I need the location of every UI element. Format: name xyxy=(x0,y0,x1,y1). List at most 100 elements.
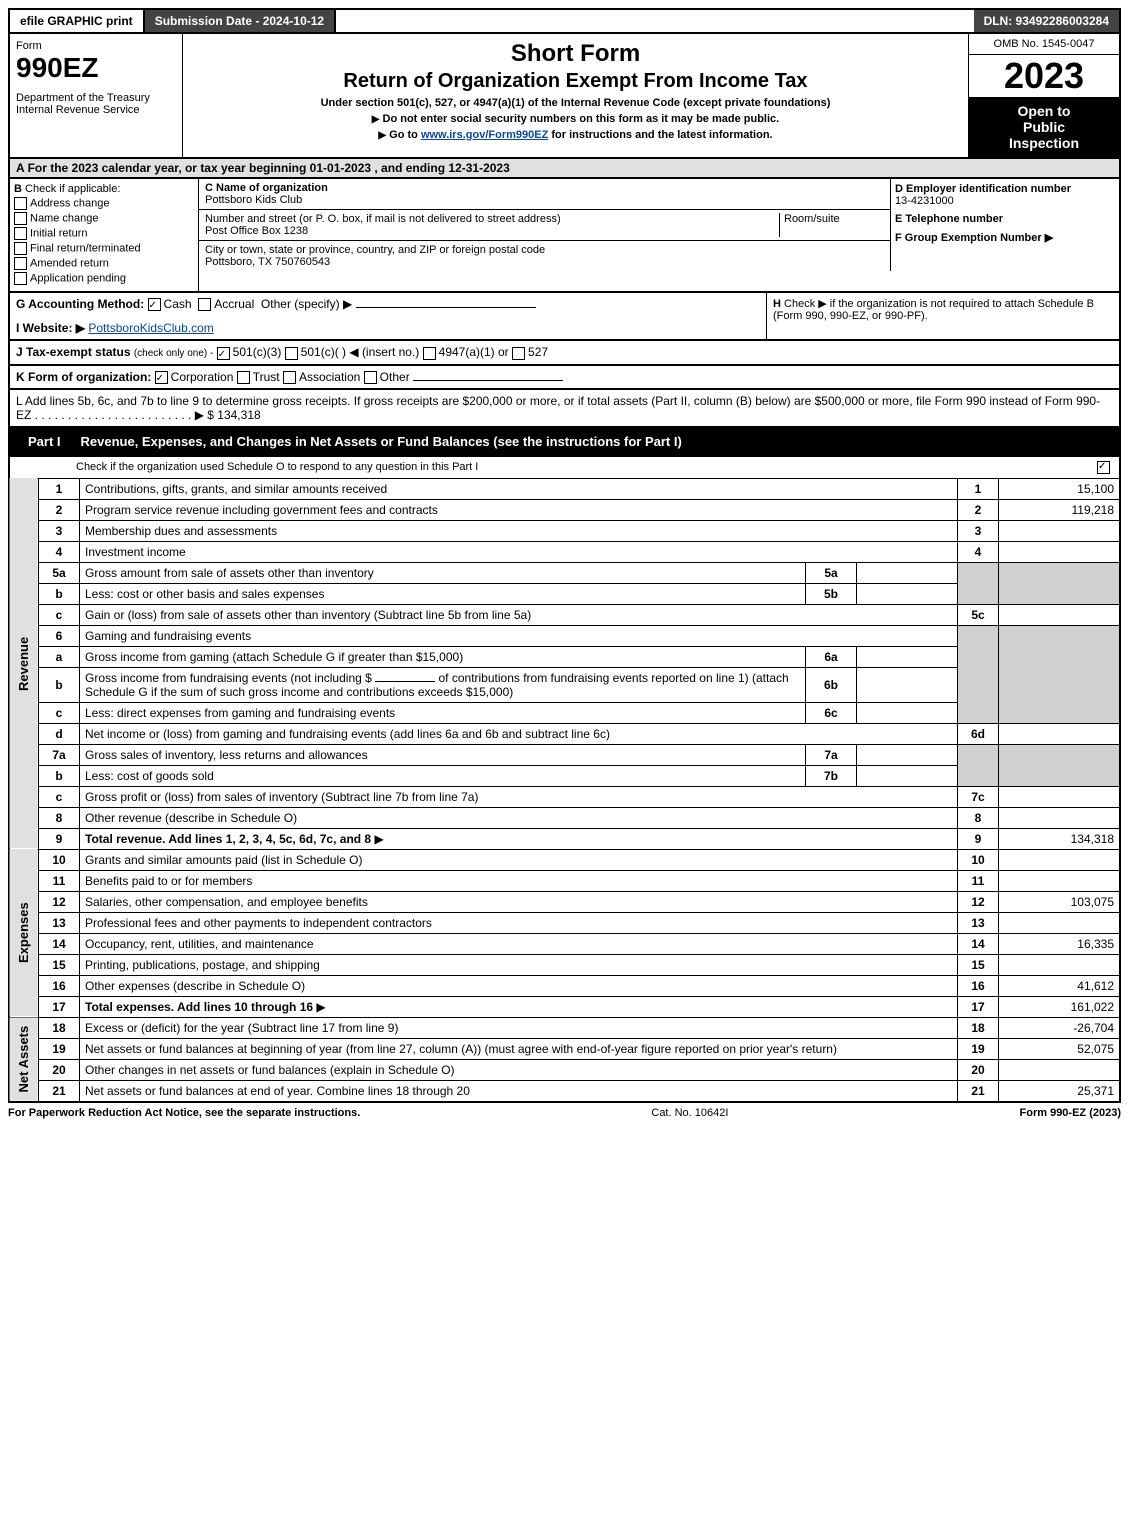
shade-cell xyxy=(999,562,1121,604)
part-i-checknote: Check if the organization used Schedule … xyxy=(8,457,1121,478)
line-6c-subval xyxy=(857,702,958,723)
i-label: I Website: ▶ xyxy=(16,321,85,335)
checkbox-schedule-o[interactable] xyxy=(1097,461,1110,474)
line-1-desc: Contributions, gifts, grants, and simila… xyxy=(85,482,387,496)
line-num: c xyxy=(39,786,80,807)
info-grid: B Check if applicable: Address change Na… xyxy=(8,179,1121,293)
header-left: Form 990EZ Department of the Treasury In… xyxy=(10,34,183,157)
opt-association: Association xyxy=(299,370,360,384)
line-3-desc: Membership dues and assessments xyxy=(85,524,277,538)
checkbox-name-change[interactable] xyxy=(14,212,27,225)
line-ref: 20 xyxy=(958,1059,999,1080)
arrow-icon xyxy=(378,129,386,141)
expenses-label: Expenses xyxy=(9,849,39,1017)
checkbox-4947[interactable] xyxy=(423,347,436,360)
open-line2: Public xyxy=(975,119,1113,135)
checkbox-final-return[interactable] xyxy=(14,242,27,255)
line-2-desc: Program service revenue including govern… xyxy=(85,503,438,517)
line-20-desc: Other changes in net assets or fund bala… xyxy=(85,1063,455,1077)
line-ref: 15 xyxy=(958,954,999,975)
line-num: a xyxy=(39,646,80,667)
opt-501c3: 501(c)(3) xyxy=(233,345,282,359)
line-5a-desc: Gross amount from sale of assets other t… xyxy=(85,566,374,580)
line-ref: 7c xyxy=(958,786,999,807)
line-10-desc: Grants and similar amounts paid (list in… xyxy=(85,853,362,867)
checkbox-application-pending[interactable] xyxy=(14,272,27,285)
line-11-val xyxy=(999,870,1121,891)
contrib-blank[interactable] xyxy=(375,681,435,682)
checkbox-527[interactable] xyxy=(512,347,525,360)
checkbox-trust[interactable] xyxy=(237,371,250,384)
line-ref: 3 xyxy=(958,520,999,541)
other-specify-line[interactable] xyxy=(356,307,536,308)
line-num: 13 xyxy=(39,912,80,933)
line-21-val: 25,371 xyxy=(999,1080,1121,1102)
irs-link[interactable]: www.irs.gov/Form990EZ xyxy=(421,129,548,141)
line-ref: 21 xyxy=(958,1080,999,1102)
opt-trust: Trust xyxy=(253,370,280,384)
line-num: 20 xyxy=(39,1059,80,1080)
goto-post: for instructions and the latest informat… xyxy=(551,129,772,141)
checkbox-corporation[interactable] xyxy=(155,371,168,384)
checkbox-501c[interactable] xyxy=(285,347,298,360)
line-14-val: 16,335 xyxy=(999,933,1121,954)
line-8-desc: Other revenue (describe in Schedule O) xyxy=(85,811,297,825)
line-4-val xyxy=(999,541,1121,562)
line-ref: 6d xyxy=(958,723,999,744)
other-org-line[interactable] xyxy=(413,380,563,381)
opt-cash: Cash xyxy=(164,297,192,311)
efile-label: efile GRAPHIC print xyxy=(10,10,145,32)
line-16-val: 41,612 xyxy=(999,975,1121,996)
part-i-header: Part I Revenue, Expenses, and Changes in… xyxy=(8,428,1121,457)
header-center: Short Form Return of Organization Exempt… xyxy=(183,34,968,157)
line-num: 7a xyxy=(39,744,80,765)
shade-cell xyxy=(999,625,1121,723)
line-10-val xyxy=(999,849,1121,870)
f-arrow: ▶ xyxy=(1045,232,1053,244)
line-15-val xyxy=(999,954,1121,975)
checkbox-initial-return[interactable] xyxy=(14,227,27,240)
line-6b-pre: Gross income from fundraising events (no… xyxy=(85,671,372,685)
line-num: b xyxy=(39,667,80,702)
line-15-desc: Printing, publications, postage, and shi… xyxy=(85,958,320,972)
line-ref: 16 xyxy=(958,975,999,996)
section-l: L Add lines 5b, 6c, and 7b to line 9 to … xyxy=(8,390,1121,428)
opt-amended-return: Amended return xyxy=(30,257,109,269)
checkbox-cash[interactable] xyxy=(148,298,161,311)
checkbox-other-org[interactable] xyxy=(364,371,377,384)
submission-date: Submission Date - 2024-10-12 xyxy=(145,10,336,32)
line-ref: 19 xyxy=(958,1038,999,1059)
line-num: c xyxy=(39,604,80,625)
subtitle: Under section 501(c), 527, or 4947(a)(1)… xyxy=(187,97,964,109)
line-6-desc: Gaming and fundraising events xyxy=(85,629,251,643)
line-14-desc: Occupancy, rent, utilities, and maintena… xyxy=(85,937,314,951)
ein-value: 13-4231000 xyxy=(895,195,1115,207)
line-19-val: 52,075 xyxy=(999,1038,1121,1059)
checkbox-501c3[interactable] xyxy=(217,347,230,360)
checkbox-association[interactable] xyxy=(283,371,296,384)
form-number: 990EZ xyxy=(16,52,176,84)
opt-address-change: Address change xyxy=(30,197,110,209)
line-5a-subval xyxy=(857,562,958,583)
opt-application-pending: Application pending xyxy=(30,272,126,284)
inspection-box: Open to Public Inspection xyxy=(969,97,1119,157)
line-num: 19 xyxy=(39,1038,80,1059)
line-num: b xyxy=(39,765,80,786)
l-amount: $ 134,318 xyxy=(207,408,260,422)
arrow-icon xyxy=(372,113,380,125)
b-label: Check if applicable: xyxy=(25,183,120,195)
line-num: 4 xyxy=(39,541,80,562)
website-link[interactable]: PottsboroKidsClub.com xyxy=(88,321,213,335)
opt-initial-return: Initial return xyxy=(30,227,87,239)
gh-row: G Accounting Method: Cash Accrual Other … xyxy=(8,293,1121,341)
checkbox-address-change[interactable] xyxy=(14,197,27,210)
checkbox-accrual[interactable] xyxy=(198,298,211,311)
k-label: K Form of organization: xyxy=(16,370,151,384)
subline-ref: 7a xyxy=(806,744,857,765)
form-table: Revenue 1 Contributions, gifts, grants, … xyxy=(8,478,1121,1103)
line-num: 1 xyxy=(39,478,80,499)
line-20-val xyxy=(999,1059,1121,1080)
opt-other-specify: Other (specify) ▶ xyxy=(261,297,352,311)
dept-treasury: Department of the Treasury xyxy=(16,92,176,104)
checkbox-amended-return[interactable] xyxy=(14,257,27,270)
